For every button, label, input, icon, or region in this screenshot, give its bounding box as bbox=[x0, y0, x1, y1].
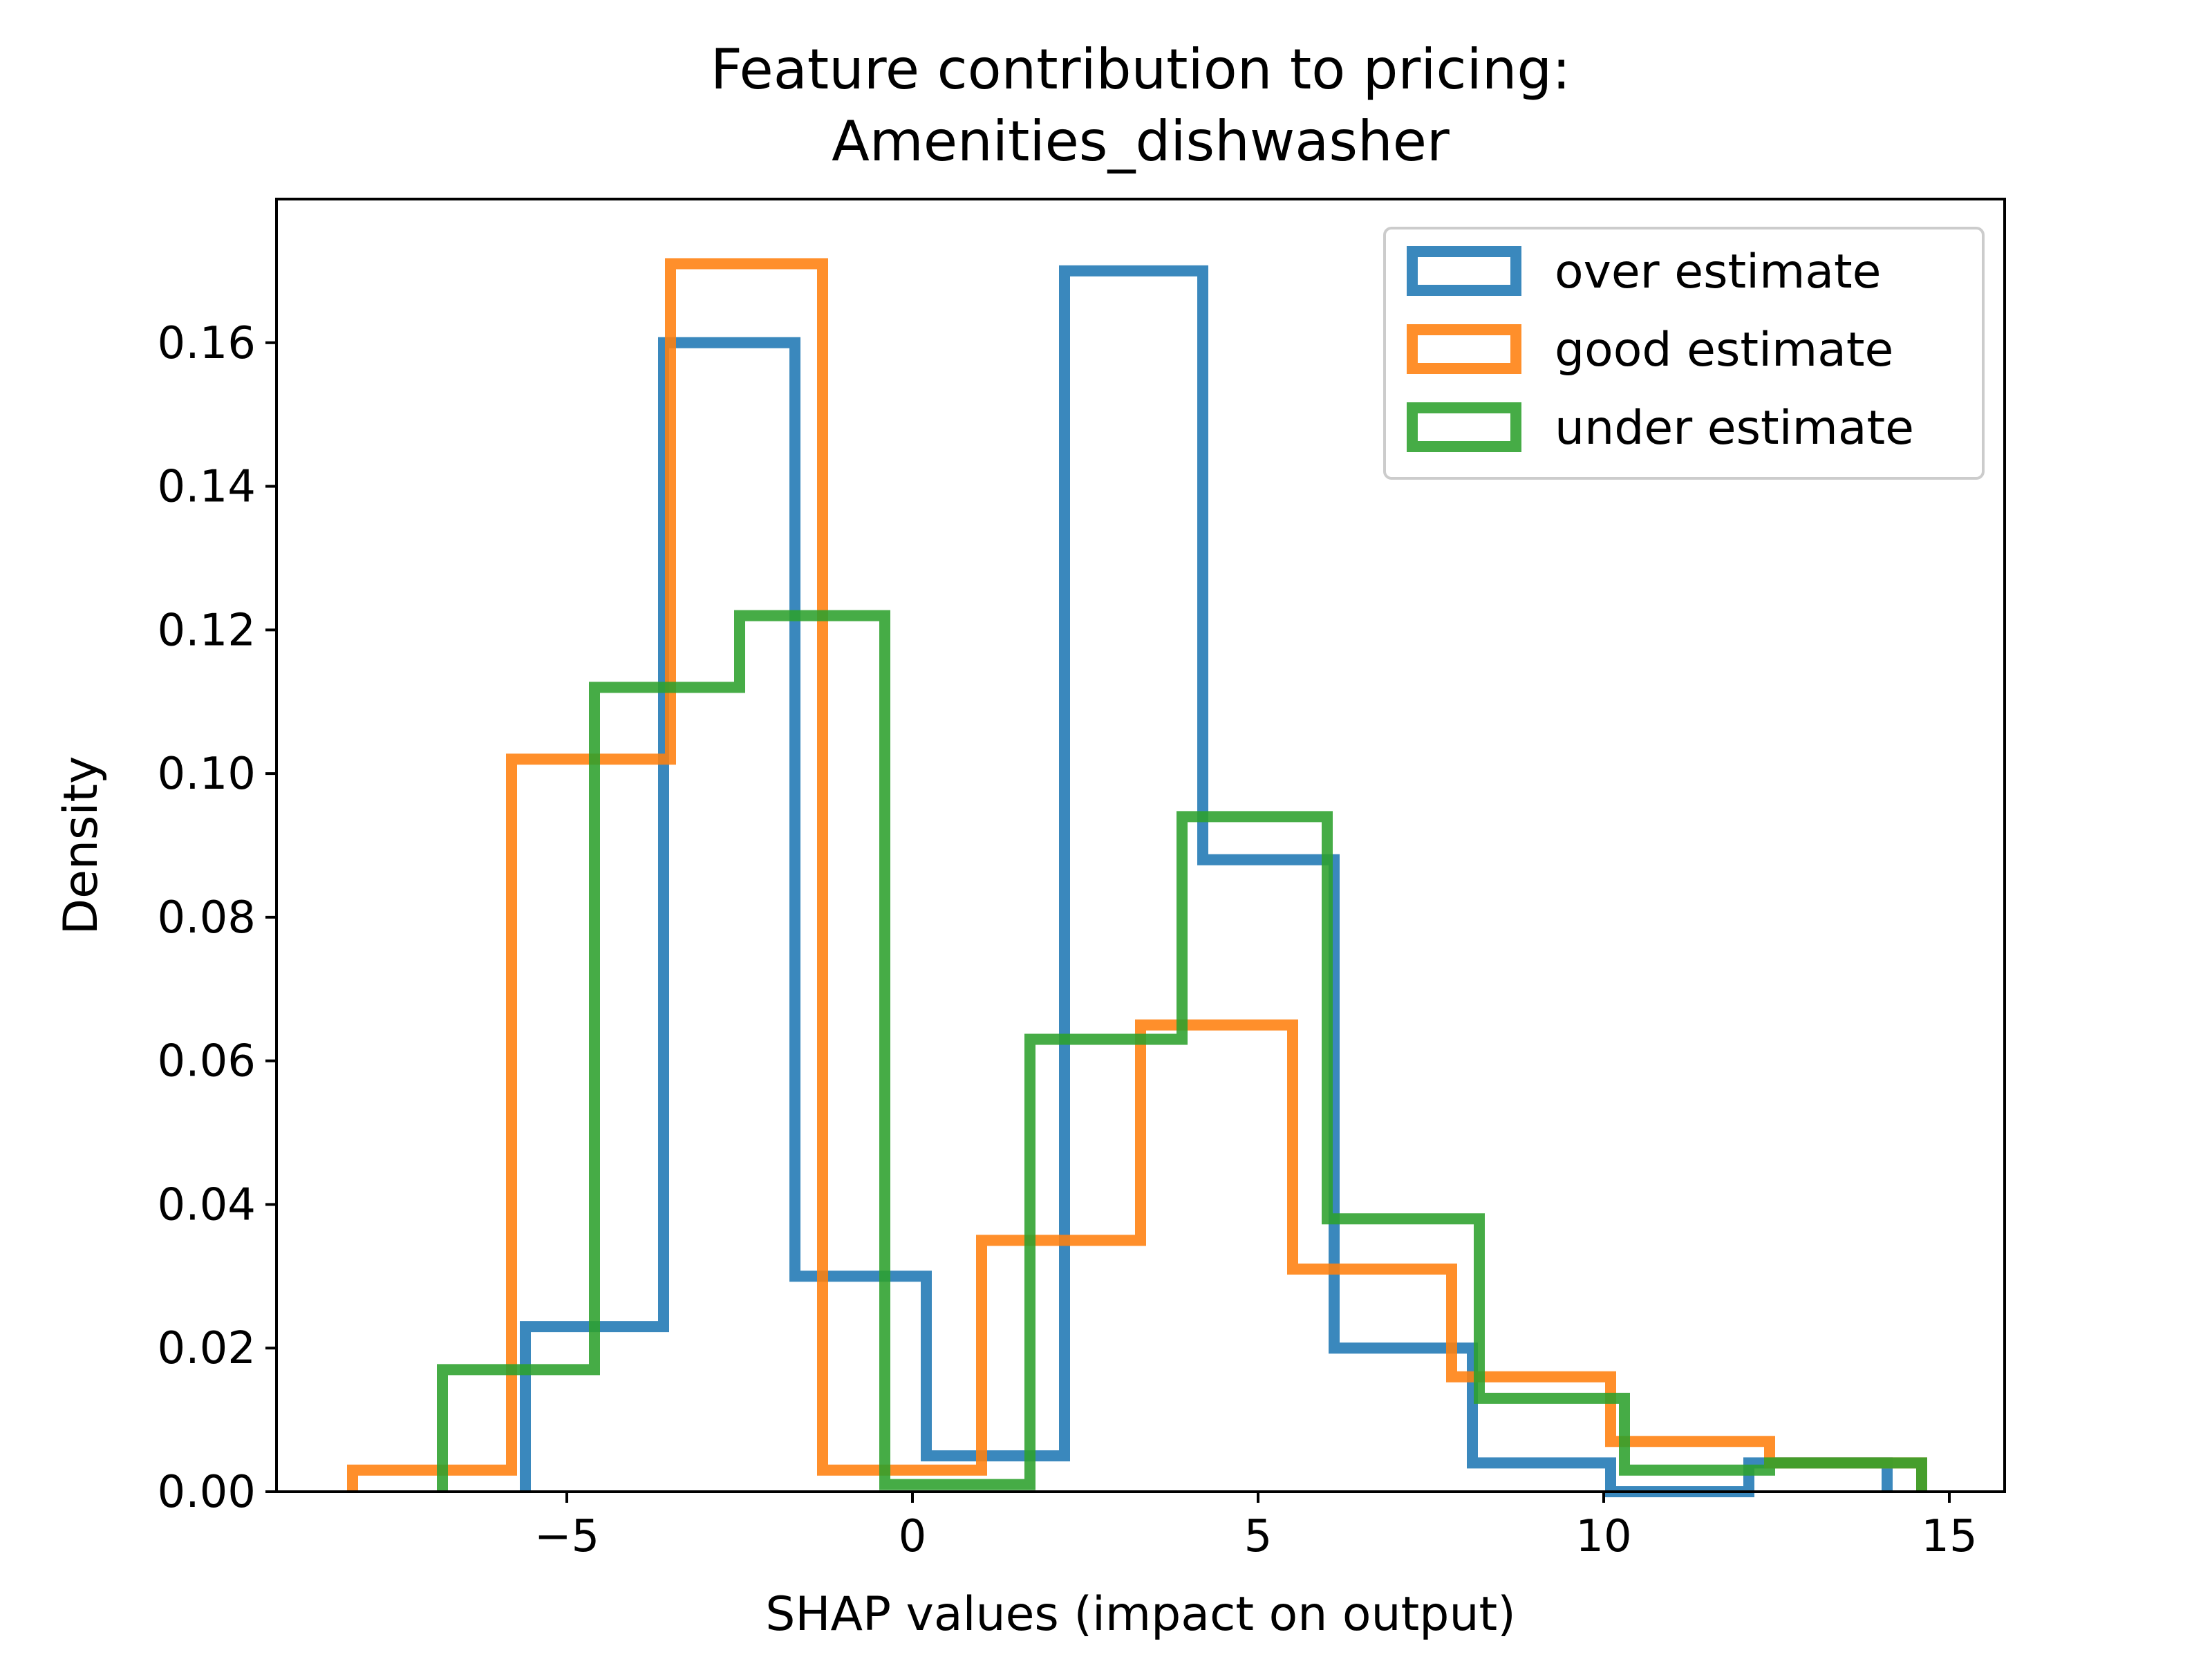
chart-title-line2: Amenities_dishwasher bbox=[832, 109, 1450, 174]
y-tick-label: 0.10 bbox=[158, 749, 256, 800]
legend-label-0: over estimate bbox=[1555, 245, 1881, 299]
legend-swatch-0 bbox=[1407, 246, 1521, 296]
y-tick-label: 0.06 bbox=[158, 1036, 256, 1087]
plot-frame bbox=[275, 198, 2006, 1493]
x-tick-label: −5 bbox=[534, 1511, 599, 1562]
legend-label-2: under estimate bbox=[1555, 401, 1914, 456]
x-tick-label: 5 bbox=[1244, 1511, 1273, 1562]
y-tick-label: 0.04 bbox=[158, 1179, 256, 1230]
chart-title-line1: Feature contribution to pricing: bbox=[711, 37, 1571, 102]
legend: over estimate good estimate under estimate bbox=[1383, 227, 1985, 480]
y-tick-label: 0.08 bbox=[158, 892, 256, 944]
y-tick-label: 0.12 bbox=[158, 605, 256, 656]
legend-swatch-2 bbox=[1407, 402, 1521, 452]
y-axis-label: Density bbox=[54, 756, 109, 935]
x-tick-label: 15 bbox=[1921, 1511, 1977, 1562]
legend-label-1: good estimate bbox=[1555, 323, 1893, 377]
x-axis: −5 0 5 10 15 bbox=[534, 1492, 1978, 1562]
legend-box bbox=[1383, 227, 1985, 480]
y-tick-label: 0.14 bbox=[158, 462, 256, 513]
y-tick-label: 0.02 bbox=[158, 1323, 256, 1374]
series-2-histogram bbox=[437, 610, 1927, 1492]
x-tick-label: 0 bbox=[899, 1511, 927, 1562]
x-axis-label: SHAP values (impact on output) bbox=[765, 1587, 1516, 1642]
legend-swatch-1 bbox=[1407, 324, 1521, 374]
y-tick-label: 0.16 bbox=[158, 318, 256, 369]
y-axis: 0.00 0.02 0.04 0.06 0.08 0.10 0.12 0.14 0.16 bbox=[158, 318, 276, 1518]
x-tick-label: 10 bbox=[1575, 1511, 1631, 1562]
y-tick-label: 0.00 bbox=[158, 1467, 256, 1518]
